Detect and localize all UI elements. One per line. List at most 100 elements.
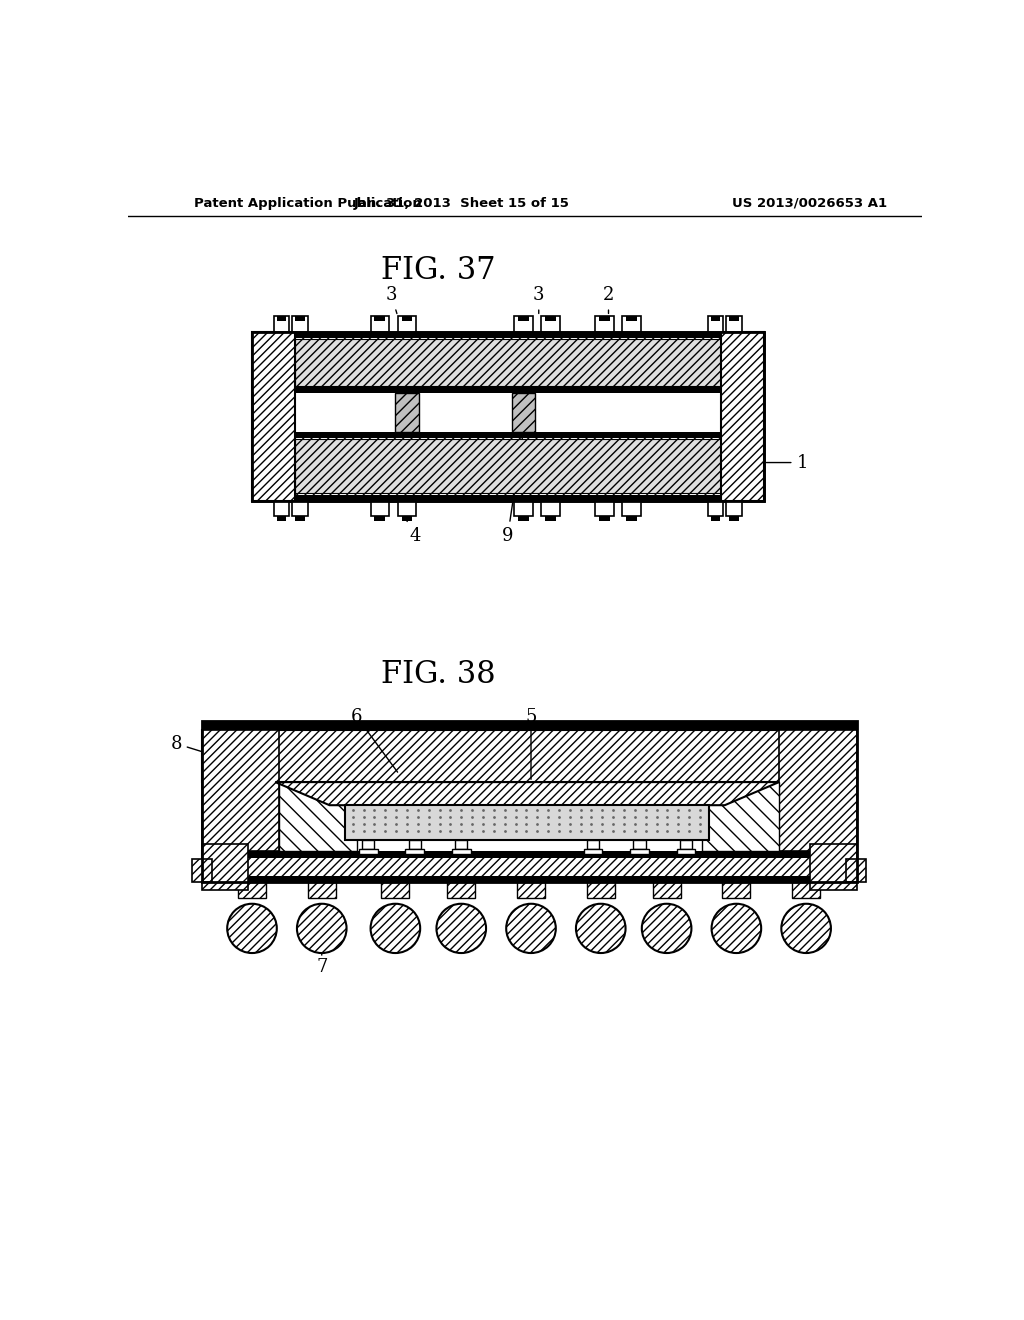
Bar: [711, 317, 720, 321]
Bar: [729, 317, 738, 321]
Bar: [375, 516, 385, 521]
Bar: [401, 317, 413, 321]
Bar: [847, 859, 866, 882]
Bar: [292, 502, 308, 516]
Text: 1: 1: [766, 454, 808, 471]
Bar: [729, 516, 738, 521]
Bar: [452, 849, 471, 854]
Text: 8: 8: [170, 735, 211, 754]
Text: 6: 6: [351, 708, 397, 772]
Bar: [652, 882, 681, 898]
Bar: [541, 317, 560, 331]
Bar: [252, 432, 764, 438]
Bar: [633, 840, 646, 849]
Bar: [252, 331, 764, 502]
Bar: [514, 317, 532, 331]
Bar: [202, 851, 856, 882]
Bar: [779, 730, 856, 851]
Bar: [595, 317, 614, 331]
Bar: [375, 317, 385, 321]
Text: US 2013/0026653 A1: US 2013/0026653 A1: [732, 197, 888, 210]
Bar: [252, 331, 764, 338]
Bar: [252, 393, 764, 432]
Ellipse shape: [642, 904, 691, 953]
Bar: [397, 502, 417, 516]
Bar: [252, 331, 295, 502]
Text: 4: 4: [407, 521, 421, 545]
Bar: [545, 317, 556, 321]
Bar: [238, 882, 266, 898]
Ellipse shape: [227, 904, 276, 953]
Text: 5: 5: [525, 708, 537, 779]
Bar: [401, 516, 413, 521]
Bar: [455, 840, 467, 849]
Bar: [276, 516, 286, 521]
Bar: [371, 502, 389, 516]
Bar: [599, 317, 610, 321]
Bar: [252, 331, 764, 393]
Text: FIG. 37: FIG. 37: [381, 255, 496, 285]
Bar: [359, 849, 378, 854]
Bar: [623, 317, 641, 331]
Bar: [252, 495, 764, 502]
Bar: [276, 317, 286, 321]
Bar: [517, 882, 545, 898]
Bar: [541, 502, 560, 516]
Ellipse shape: [781, 904, 830, 953]
Ellipse shape: [371, 904, 420, 953]
Bar: [810, 843, 856, 890]
Text: FIG. 38: FIG. 38: [381, 659, 496, 690]
Bar: [202, 851, 856, 858]
Bar: [193, 859, 212, 882]
Bar: [252, 432, 764, 502]
Text: Patent Application Publication: Patent Application Publication: [194, 197, 422, 210]
Text: 3: 3: [386, 286, 397, 314]
Polygon shape: [275, 781, 779, 805]
Ellipse shape: [436, 904, 486, 953]
Bar: [292, 317, 308, 331]
Ellipse shape: [575, 904, 626, 953]
Bar: [280, 781, 356, 851]
Bar: [711, 516, 720, 521]
Bar: [514, 502, 532, 516]
Bar: [630, 849, 649, 854]
Bar: [409, 840, 421, 849]
Bar: [627, 317, 637, 321]
Bar: [726, 502, 741, 516]
Bar: [295, 440, 721, 494]
Bar: [722, 882, 751, 898]
Ellipse shape: [712, 904, 761, 953]
Bar: [680, 840, 692, 849]
Bar: [587, 840, 599, 849]
Bar: [518, 516, 528, 521]
Bar: [584, 849, 602, 854]
Bar: [202, 721, 856, 882]
Bar: [345, 805, 710, 840]
Bar: [708, 502, 723, 516]
Ellipse shape: [506, 904, 556, 953]
Bar: [280, 781, 779, 851]
Bar: [518, 317, 528, 321]
Bar: [308, 882, 336, 898]
Text: 3: 3: [534, 286, 545, 313]
Bar: [512, 393, 535, 432]
Text: Jan. 31, 2013  Sheet 15 of 15: Jan. 31, 2013 Sheet 15 of 15: [353, 197, 569, 210]
Bar: [202, 721, 856, 730]
Bar: [595, 502, 614, 516]
Bar: [406, 849, 424, 854]
Ellipse shape: [297, 904, 346, 953]
Bar: [708, 317, 723, 331]
Text: 7: 7: [316, 953, 328, 975]
Bar: [721, 331, 764, 502]
Bar: [587, 882, 614, 898]
Bar: [397, 317, 417, 331]
Bar: [252, 387, 764, 393]
Bar: [202, 876, 856, 882]
Bar: [545, 516, 556, 521]
Bar: [273, 502, 289, 516]
Bar: [726, 317, 741, 331]
Bar: [395, 393, 419, 432]
Bar: [627, 516, 637, 521]
Bar: [677, 849, 695, 854]
Text: 9: 9: [502, 434, 523, 545]
